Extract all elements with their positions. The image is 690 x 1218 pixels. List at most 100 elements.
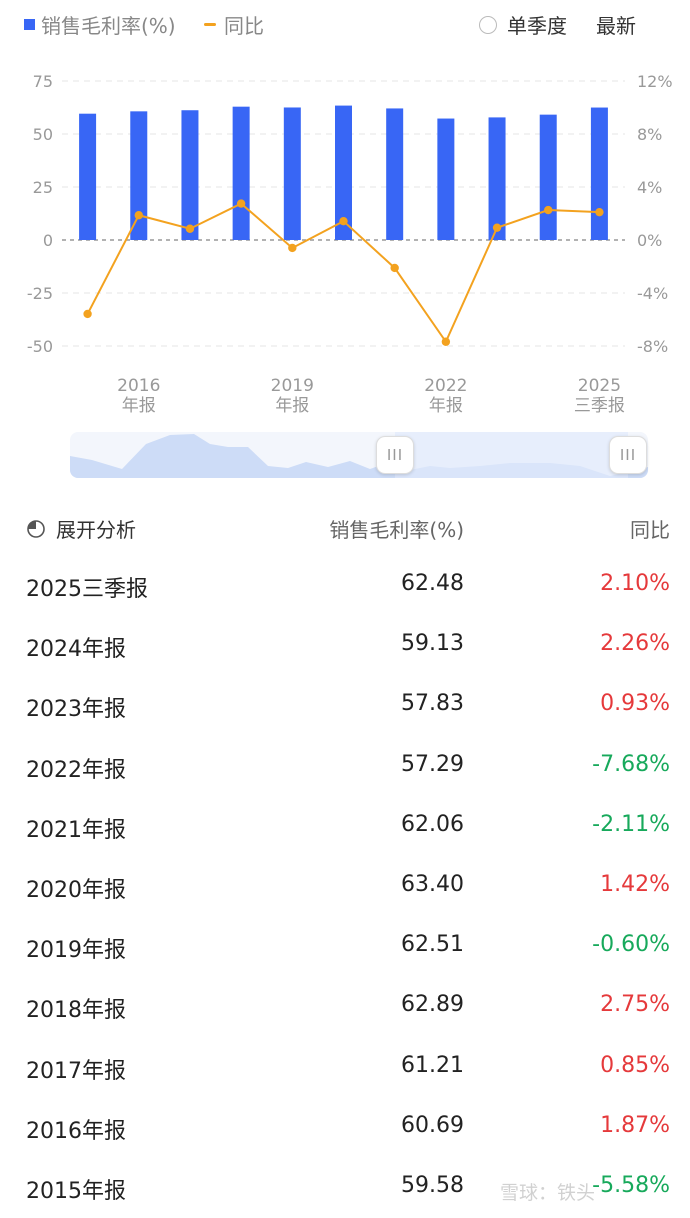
right-tick-label: 12%	[637, 72, 673, 91]
row-value: 62.89	[401, 992, 464, 1018]
bar	[181, 110, 199, 240]
legend-line-label: 同比	[224, 14, 264, 38]
x-tick-sublabel: 三季报	[574, 396, 625, 416]
yoy-point	[288, 243, 297, 253]
yoy-point	[83, 309, 92, 319]
slider-selection[interactable]	[395, 432, 628, 478]
slider-left-handle[interactable]: III	[376, 436, 414, 474]
legend-bar-label: 销售毛利率(%)	[41, 14, 176, 38]
legend-bar-swatch	[24, 19, 35, 30]
row-period: 2023年报	[26, 697, 126, 723]
left-tick-label: 0	[43, 231, 53, 250]
x-tick-sublabel: 年报	[429, 396, 463, 416]
table-row: 2020年报 63.40 1.42%	[0, 857, 690, 917]
table-row: 2018年报 62.89 2.75%	[0, 977, 690, 1037]
slider-right-handle[interactable]: III	[609, 436, 647, 474]
handle-grip-icon: III	[386, 446, 404, 464]
row-period: 2021年报	[26, 817, 126, 843]
row-yoy: -0.60%	[592, 932, 670, 958]
bar	[590, 107, 608, 240]
left-tick-label: 75	[33, 72, 53, 91]
pie-chart-icon	[27, 519, 45, 538]
x-tick-sublabel: 年报	[122, 396, 156, 416]
row-value: 59.13	[401, 631, 464, 657]
bar	[283, 107, 301, 240]
row-value: 62.06	[401, 811, 464, 837]
margin-chart: 75 12%50 8%25 4%0 0%-25 -4%-50 -8%2016年报2019年报…	[27, 72, 673, 416]
row-yoy: 1.87%	[600, 1112, 670, 1138]
column-header-yoy: 同比	[630, 518, 670, 542]
row-yoy: -2.11%	[592, 811, 670, 837]
single-quarter-toggle[interactable]: 单季度	[479, 10, 567, 39]
bar	[232, 106, 250, 240]
left-tick-label: -50	[27, 337, 53, 356]
table-row: 2017年报 61.21 0.85%	[0, 1038, 690, 1098]
yoy-point	[185, 224, 195, 233]
row-value: 61.21	[401, 1052, 464, 1078]
x-tick-sublabel: 年报	[275, 396, 309, 416]
left-tick-label: 25	[33, 178, 53, 197]
yoy-point	[544, 205, 553, 215]
legend-line-swatch	[204, 23, 216, 26]
table-row: 2023年报 57.83 0.93%	[0, 676, 690, 736]
single-quarter-label: 单季度	[507, 14, 567, 38]
table-row: 2015年报 59.58 -5.58%	[0, 1158, 690, 1218]
row-yoy: 2.26%	[600, 631, 670, 657]
row-yoy: 0.85%	[600, 1052, 670, 1078]
row-yoy: -5.58%	[592, 1172, 670, 1198]
data-table: 2025三季报 62.48 2.10% 2024年报 59.13 2.26% 2023年…	[0, 556, 690, 1218]
bar	[539, 114, 557, 240]
row-period: 2025三季报	[26, 577, 148, 602]
row-period: 2020年报	[26, 877, 126, 903]
row-period: 2018年报	[26, 998, 126, 1024]
table-row: 2022年报 57.29 -7.68%	[0, 737, 690, 797]
x-tick-label: 2016	[117, 376, 160, 396]
bar	[437, 118, 455, 240]
right-tick-label: 8%	[637, 125, 662, 144]
row-yoy: 0.93%	[600, 691, 670, 717]
row-yoy: 2.75%	[600, 992, 670, 1018]
table-row: 2019年报 62.51 -0.60%	[0, 917, 690, 977]
yoy-point	[441, 337, 451, 346]
row-period: 2022年报	[26, 757, 126, 783]
yoy-point	[236, 199, 246, 208]
bar	[488, 117, 506, 240]
watermark: 雪球：铁头	[500, 1182, 596, 1204]
left-tick-label: -25	[27, 284, 53, 303]
handle-grip-icon: III	[619, 446, 637, 464]
expand-analysis-label: 展开分析	[56, 518, 136, 542]
yoy-point	[339, 216, 348, 226]
row-period: 2017年报	[26, 1058, 126, 1084]
row-value: 62.51	[401, 932, 464, 958]
right-tick-label: 4%	[637, 178, 662, 197]
latest-label: 最新	[596, 14, 636, 38]
legend-bar-series[interactable]: 销售毛利率(%)	[24, 10, 176, 39]
row-value: 57.29	[401, 751, 464, 777]
row-period: 2024年报	[26, 637, 126, 663]
row-period: 2015年报	[26, 1178, 126, 1204]
row-yoy: 1.42%	[600, 871, 670, 897]
row-value: 62.48	[401, 571, 464, 596]
row-value: 57.83	[401, 691, 464, 717]
bar	[386, 108, 404, 240]
expand-analysis-button[interactable]: 展开分析	[26, 514, 136, 543]
table-header: 展开分析 销售毛利率(%) 同比	[0, 512, 690, 548]
x-tick-label: 2019	[271, 376, 314, 396]
yoy-point	[390, 263, 399, 273]
radio-icon[interactable]	[479, 15, 497, 34]
right-tick-label: 0%	[637, 231, 662, 250]
row-period: 2019年报	[26, 938, 126, 964]
x-tick-label: 2022	[424, 376, 467, 396]
x-tick-label: 2025	[578, 376, 621, 396]
row-yoy: -7.68%	[592, 751, 670, 777]
row-value: 59.58	[401, 1172, 464, 1198]
legend-line-series[interactable]: 同比	[204, 10, 264, 39]
column-header-value: 销售毛利率(%)	[329, 518, 464, 542]
bar	[130, 111, 148, 241]
latest-button[interactable]: 最新	[596, 10, 636, 39]
table-row: 2024年报 59.13 2.26%	[0, 616, 690, 676]
right-tick-label: -8%	[637, 337, 668, 356]
row-value: 60.69	[401, 1112, 464, 1138]
left-tick-label: 50	[33, 125, 53, 144]
yoy-point	[492, 223, 502, 232]
